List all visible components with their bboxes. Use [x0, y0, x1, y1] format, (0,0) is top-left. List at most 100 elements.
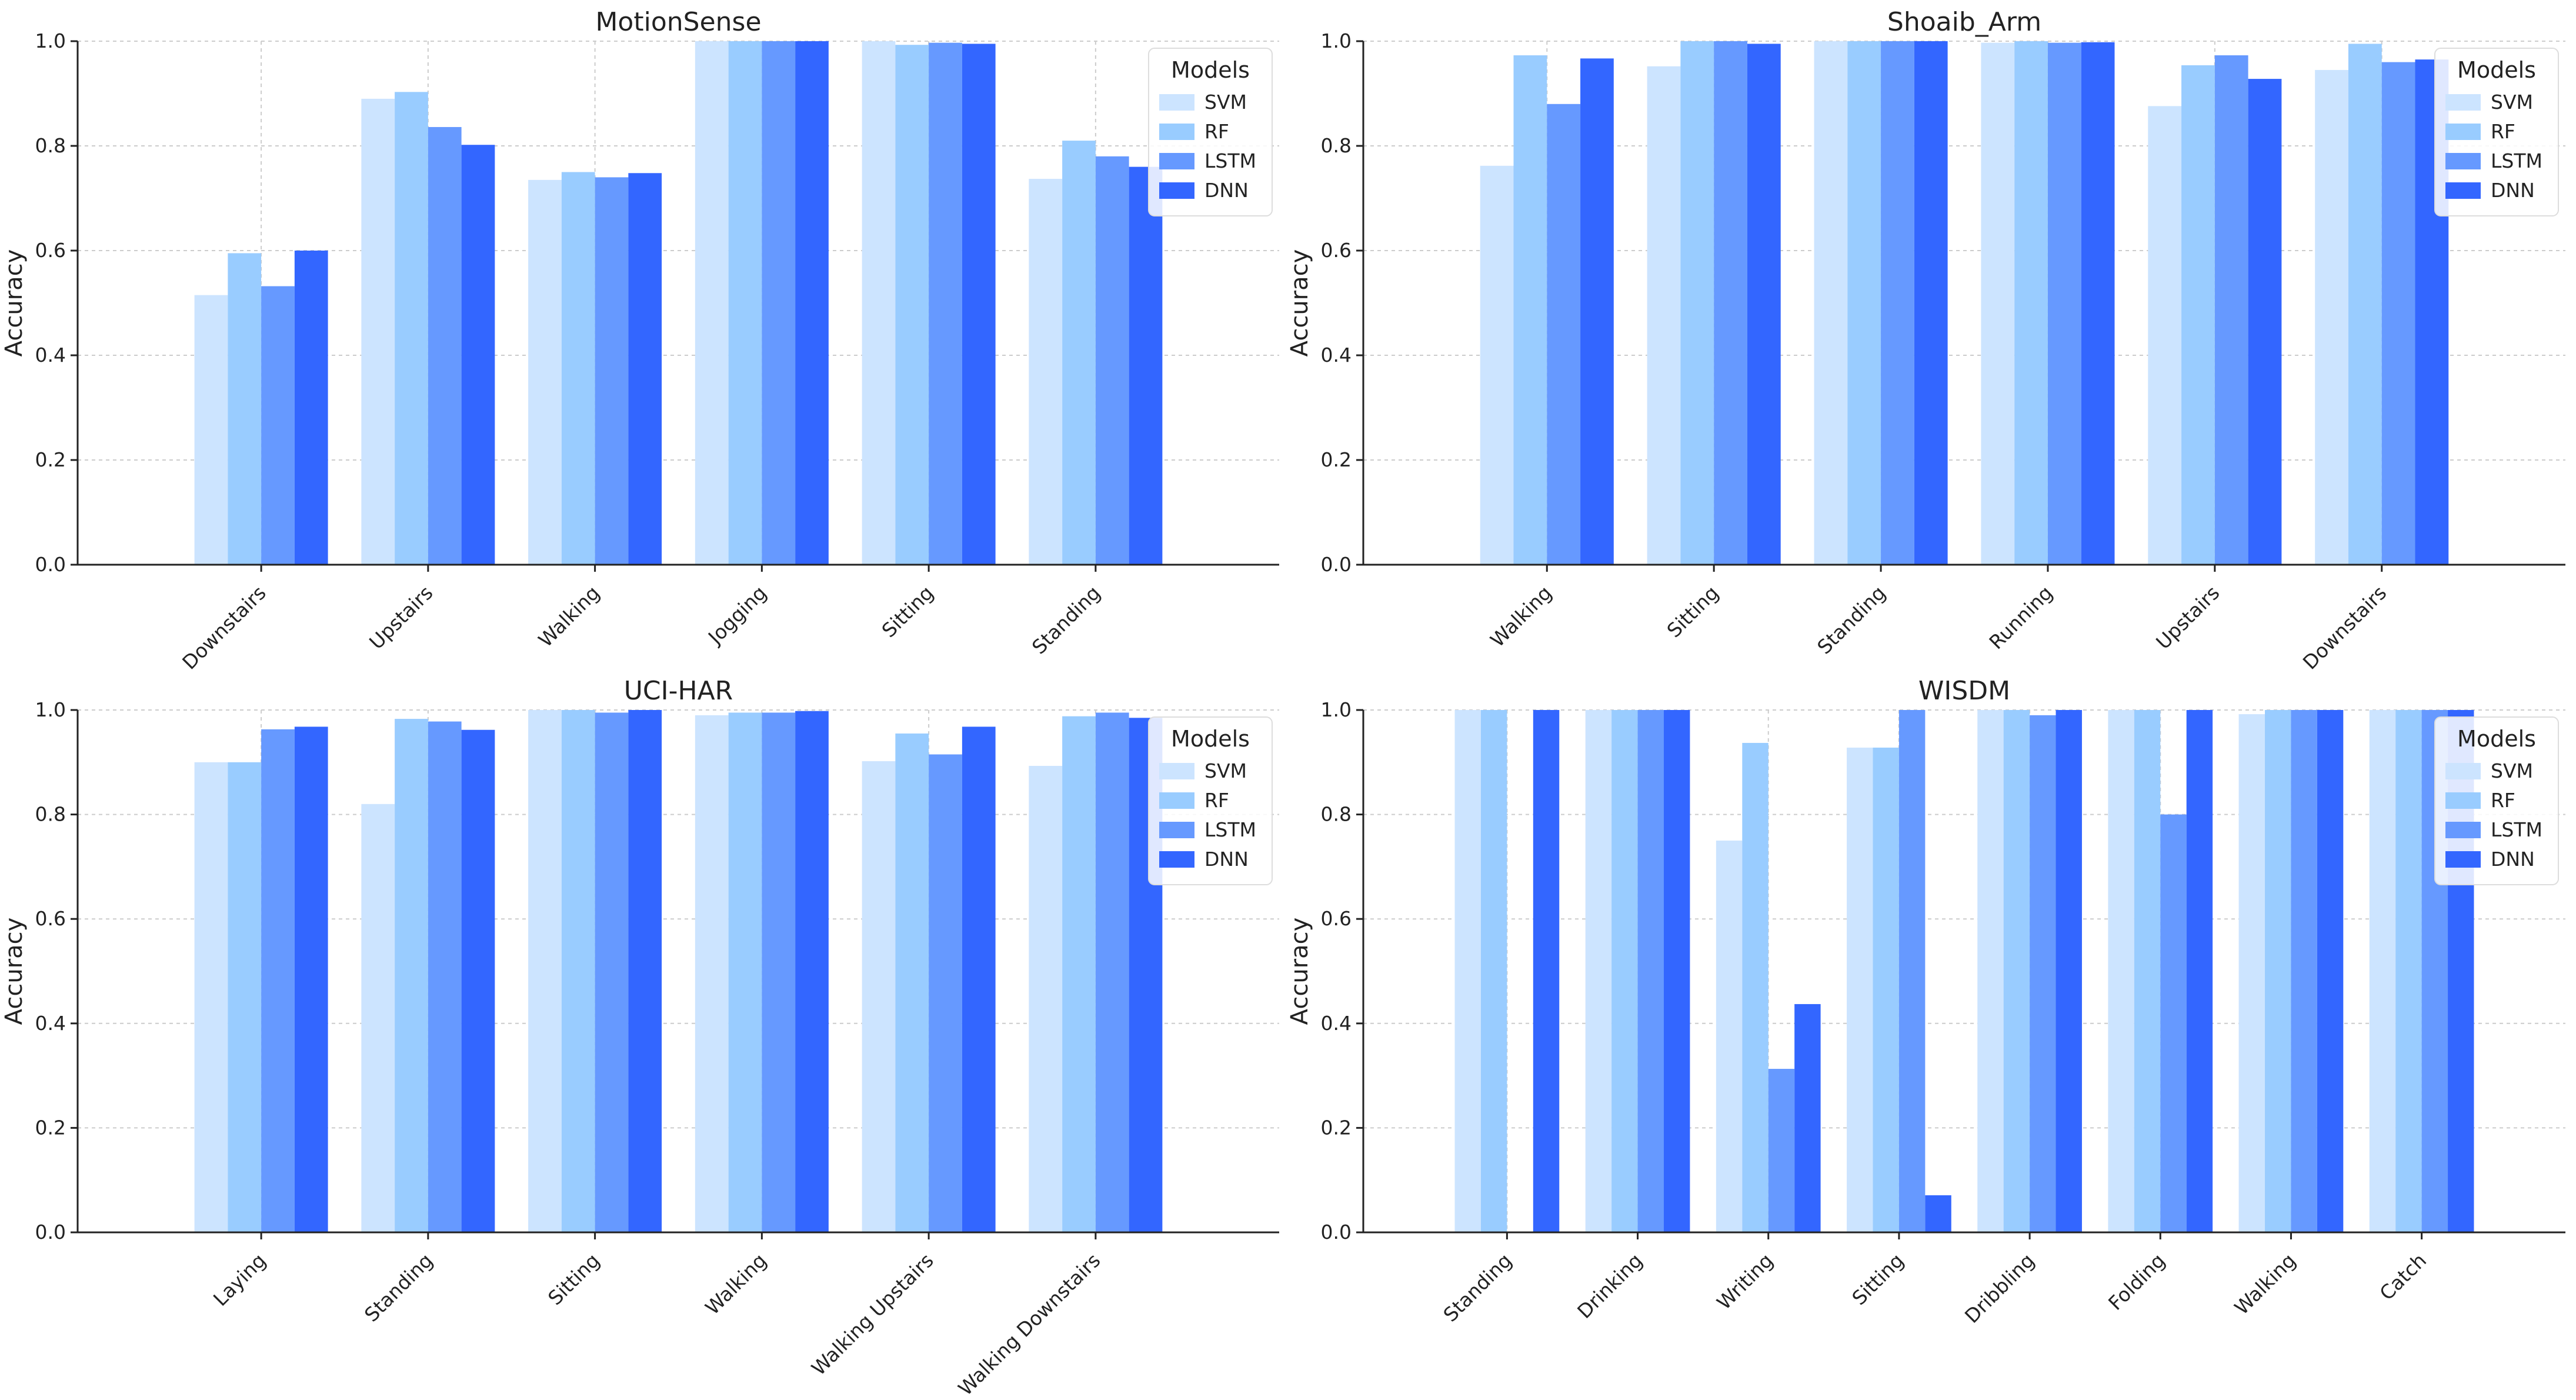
legend-label-dnn: DNN — [1204, 848, 1249, 871]
x-tick-label: Dribbling — [1960, 1249, 2039, 1328]
legend: Models SVM RF LSTM DNN — [2434, 716, 2559, 885]
y-tick-label: 0.0 — [35, 1221, 66, 1244]
y-tick-label: 0.8 — [1321, 134, 1352, 157]
bar-lstm — [428, 721, 462, 1232]
legend-title: Models — [1171, 726, 1250, 752]
bar-svm — [361, 804, 395, 1232]
x-tick-label: Laying — [209, 1249, 271, 1311]
bar-rf — [2181, 65, 2215, 565]
legend-label-rf: RF — [1204, 120, 1229, 143]
legend-swatch-svm — [1159, 763, 1194, 779]
y-tick-label: 0.6 — [35, 239, 66, 262]
bar-dnn — [962, 726, 996, 1232]
bar-rf — [2265, 710, 2291, 1232]
y-tick-label: 1.0 — [35, 698, 66, 721]
bar-lstm — [1095, 712, 1129, 1232]
bar-lstm — [1547, 104, 1581, 565]
chart-title: WISDM — [1918, 676, 2010, 706]
bar-lstm — [1714, 41, 1747, 565]
bar-dnn — [1533, 710, 1560, 1232]
bar-lstm — [2381, 62, 2415, 565]
legend-label-svm: SVM — [2491, 759, 2533, 782]
bar-svm — [1977, 710, 2004, 1232]
legend-title: Models — [2457, 726, 2536, 752]
y-tick-label: 0.6 — [1321, 907, 1352, 930]
bar-svm — [2369, 710, 2396, 1232]
chart-motionsense: 0.0 0.2 0.4 0.6 0.8 1.0 Downstairs Upstairs Walk… — [1, 7, 1279, 674]
legend-box — [2434, 716, 2559, 885]
bar-rf — [1062, 716, 1096, 1232]
bar-svm — [1716, 841, 1743, 1232]
x-tick-label: Walking — [700, 1249, 771, 1319]
bar-svm — [1647, 66, 1681, 565]
bar-dnn — [294, 251, 328, 565]
y-tick-label: 0.0 — [35, 553, 66, 576]
bar-svm — [1029, 179, 1063, 565]
bar-rf — [895, 733, 929, 1232]
bar-lstm — [2214, 55, 2248, 565]
bar-lstm — [762, 712, 796, 1232]
bar-rf — [1847, 41, 1881, 565]
y-tick-label: 0.4 — [35, 344, 66, 366]
bar-lstm — [1881, 41, 1914, 565]
bar-svm — [2238, 714, 2265, 1232]
legend-label-lstm: LSTM — [2491, 149, 2542, 172]
legend-box — [2434, 48, 2559, 216]
x-tick-label: Standing — [1439, 1249, 1517, 1326]
bar-svm — [2315, 69, 2348, 565]
bar-rf — [228, 253, 262, 565]
bar-rf — [2003, 710, 2030, 1232]
bar-lstm — [261, 286, 295, 565]
bar-svm — [695, 41, 729, 565]
bar-dnn — [795, 41, 829, 565]
legend-swatch-svm — [1159, 94, 1194, 111]
bar-rf — [2134, 710, 2161, 1232]
legend-swatch-rf — [1159, 792, 1194, 809]
x-tick-label: Sitting — [877, 581, 938, 642]
bar-dnn — [461, 145, 495, 565]
legend-label-svm: SVM — [1204, 759, 1247, 782]
legend-box — [1148, 48, 1273, 216]
bar-svm — [1029, 766, 1063, 1232]
bar-lstm — [428, 126, 462, 565]
y-tick-label: 0.8 — [35, 803, 66, 826]
y-tick-label: 1.0 — [1321, 29, 1352, 52]
bar-rf — [561, 172, 595, 565]
y-tick-label: 0.6 — [35, 907, 66, 930]
bar-lstm — [2047, 42, 2081, 565]
x-tick-label: Sitting — [1847, 1249, 1908, 1309]
bar-rf — [561, 710, 595, 1232]
legend: Models SVM RF LSTM DNN — [2434, 48, 2559, 216]
bar-svm — [1454, 710, 1481, 1232]
bar-rf — [2348, 44, 2382, 565]
bar-dnn — [2081, 42, 2115, 565]
x-tick-label: Jogging — [703, 581, 771, 649]
x-tick-label: Sitting — [1663, 581, 1723, 642]
x-tick-label: Downstairs — [2298, 581, 2391, 674]
legend-swatch-dnn — [2445, 182, 2481, 199]
bar-dnn — [628, 710, 662, 1232]
bar-svm — [2108, 710, 2134, 1232]
bar-dnn — [461, 729, 495, 1232]
legend-swatch-svm — [2445, 763, 2481, 779]
x-tick-label: Writing — [1712, 1249, 1777, 1314]
y-tick-label: 0.2 — [1321, 448, 1352, 471]
bar-svm — [528, 710, 562, 1232]
bar-svm — [361, 98, 395, 565]
y-tick-label: 0.2 — [35, 448, 66, 471]
bar-rf — [2395, 710, 2422, 1232]
bar-rf — [1742, 742, 1769, 1232]
x-tick-label: Walking — [534, 581, 605, 652]
y-tick-label: 0.4 — [1321, 1012, 1352, 1035]
bar-dnn — [1925, 1195, 1951, 1232]
legend-label-dnn: DNN — [2491, 848, 2535, 871]
bar-lstm — [762, 41, 796, 565]
bar-svm — [1981, 42, 2015, 565]
bar-svm — [194, 762, 228, 1232]
bar-dnn — [795, 711, 829, 1232]
bar-dnn — [2186, 710, 2213, 1232]
x-tick-label: Upstairs — [2151, 581, 2224, 654]
legend-label-lstm: LSTM — [1204, 149, 1256, 172]
bar-rf — [395, 92, 428, 565]
